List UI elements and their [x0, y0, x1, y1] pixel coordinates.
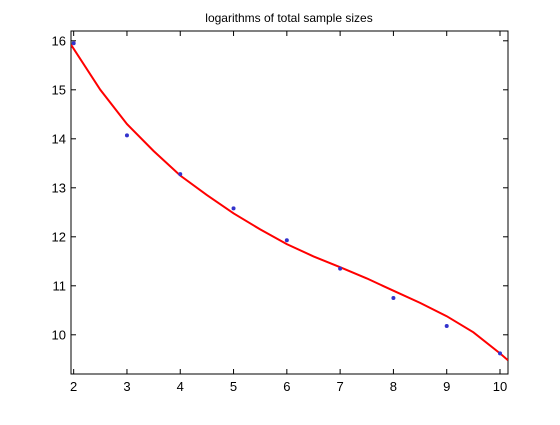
data-point	[284, 238, 289, 243]
y-tick-label: 13	[52, 180, 66, 195]
x-tick-label: 7	[337, 379, 344, 394]
chart-title: logarithms of total sample sizes	[205, 11, 372, 25]
data-point	[391, 296, 396, 301]
y-tick-label: 11	[53, 278, 67, 293]
x-tick-label: 8	[390, 379, 397, 394]
x-tick-label: 3	[123, 379, 130, 394]
y-tick-label: 15	[52, 82, 66, 97]
x-tick-label: 9	[443, 379, 450, 394]
y-tick-label: 12	[52, 229, 66, 244]
data-point	[338, 266, 343, 271]
plot-frame	[70, 30, 509, 375]
data-point	[231, 206, 236, 211]
data-point	[178, 172, 183, 177]
x-tick-label: 2	[70, 379, 77, 394]
y-tick-label: 16	[52, 33, 66, 48]
y-tick-label: 10	[52, 327, 66, 342]
x-tick-label: 6	[283, 379, 290, 394]
x-tick-label: 5	[230, 379, 237, 394]
x-tick-label: 4	[177, 379, 184, 394]
x-tick-label: 10	[493, 379, 507, 394]
fitted-curve-line	[71, 44, 508, 362]
data-point	[444, 323, 449, 328]
data-point	[71, 41, 76, 46]
plot-area: 2 3 4 5 6 7 8 9 10 10 11 12 13 14 15 16	[52, 30, 509, 394]
data-point	[124, 133, 129, 138]
y-tick-label: 14	[52, 131, 66, 146]
data-point	[498, 351, 503, 356]
